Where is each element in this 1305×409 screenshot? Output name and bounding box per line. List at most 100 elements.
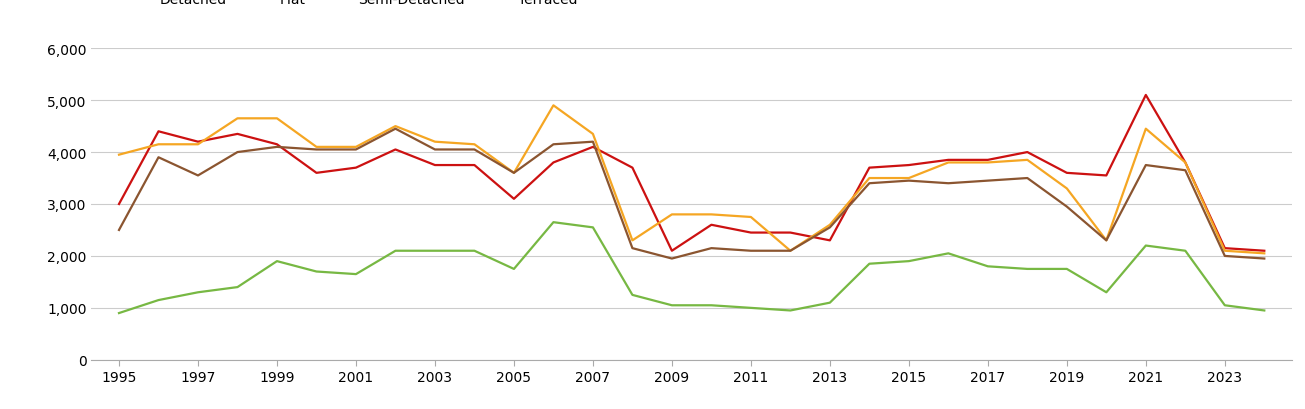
Semi-Detached — [980, 161, 996, 166]
Semi-Detached — [1099, 238, 1114, 243]
Terraced — [783, 249, 799, 254]
Flat — [1060, 267, 1075, 272]
Terraced — [941, 181, 957, 186]
Detached — [348, 166, 364, 171]
Flat — [467, 249, 483, 254]
Terraced — [900, 179, 916, 184]
Detached — [980, 158, 996, 163]
Terraced — [1138, 163, 1154, 168]
Detached — [150, 130, 166, 135]
Flat — [941, 251, 957, 256]
Detached — [309, 171, 325, 176]
Flat — [861, 262, 877, 267]
Detached — [269, 142, 284, 147]
Flat — [545, 220, 561, 225]
Semi-Detached — [703, 212, 719, 217]
Terraced — [743, 249, 758, 254]
Semi-Detached — [150, 142, 166, 147]
Detached — [1257, 249, 1272, 254]
Detached — [743, 231, 758, 236]
Detached — [1218, 246, 1233, 251]
Legend: Detached, Flat, Semi-Detached, Terraced: Detached, Flat, Semi-Detached, Terraced — [123, 0, 583, 13]
Detached — [506, 197, 522, 202]
Terraced — [585, 140, 600, 145]
Terraced — [191, 173, 206, 178]
Detached — [703, 223, 719, 228]
Detached — [1138, 93, 1154, 98]
Semi-Detached — [467, 142, 483, 147]
Flat — [427, 249, 442, 254]
Terraced — [348, 148, 364, 153]
Flat — [388, 249, 403, 254]
Terraced — [1019, 176, 1035, 181]
Terraced — [545, 142, 561, 147]
Detached — [822, 238, 838, 243]
Terraced — [427, 148, 442, 153]
Flat — [191, 290, 206, 295]
Semi-Detached — [191, 142, 206, 147]
Semi-Detached — [783, 249, 799, 254]
Terraced — [1218, 254, 1233, 259]
Terraced — [822, 225, 838, 230]
Flat — [822, 301, 838, 306]
Terraced — [1257, 256, 1272, 261]
Terraced — [506, 171, 522, 176]
Terraced — [861, 181, 877, 186]
Flat — [1138, 243, 1154, 248]
Semi-Detached — [664, 212, 680, 217]
Terraced — [309, 148, 325, 153]
Flat — [150, 298, 166, 303]
Terraced — [467, 148, 483, 153]
Flat — [1019, 267, 1035, 272]
Flat — [309, 270, 325, 274]
Semi-Detached — [1257, 251, 1272, 256]
Flat — [111, 311, 127, 316]
Terraced — [388, 127, 403, 132]
Semi-Detached — [269, 117, 284, 121]
Detached — [1177, 161, 1193, 166]
Flat — [1099, 290, 1114, 295]
Semi-Detached — [506, 171, 522, 176]
Terraced — [1177, 169, 1193, 173]
Detached — [1060, 171, 1075, 176]
Flat — [348, 272, 364, 277]
Semi-Detached — [111, 153, 127, 158]
Flat — [900, 259, 916, 264]
Detached — [664, 249, 680, 254]
Flat — [743, 306, 758, 310]
Semi-Detached — [1060, 187, 1075, 191]
Terraced — [150, 155, 166, 160]
Semi-Detached — [625, 238, 641, 243]
Line: Detached: Detached — [119, 96, 1265, 251]
Semi-Detached — [348, 145, 364, 150]
Flat — [664, 303, 680, 308]
Terraced — [230, 150, 245, 155]
Line: Flat: Flat — [119, 222, 1265, 313]
Terraced — [111, 228, 127, 233]
Flat — [269, 259, 284, 264]
Semi-Detached — [1177, 161, 1193, 166]
Semi-Detached — [309, 145, 325, 150]
Detached — [861, 166, 877, 171]
Terraced — [1099, 238, 1114, 243]
Detached — [230, 132, 245, 137]
Flat — [703, 303, 719, 308]
Semi-Detached — [427, 140, 442, 145]
Terraced — [664, 256, 680, 261]
Semi-Detached — [388, 124, 403, 129]
Terraced — [980, 179, 996, 184]
Detached — [427, 163, 442, 168]
Semi-Detached — [230, 117, 245, 121]
Flat — [783, 308, 799, 313]
Flat — [506, 267, 522, 272]
Semi-Detached — [743, 215, 758, 220]
Detached — [941, 158, 957, 163]
Semi-Detached — [585, 132, 600, 137]
Terraced — [269, 145, 284, 150]
Flat — [625, 293, 641, 298]
Semi-Detached — [1138, 127, 1154, 132]
Detached — [467, 163, 483, 168]
Terraced — [1060, 204, 1075, 209]
Semi-Detached — [861, 176, 877, 181]
Detached — [783, 231, 799, 236]
